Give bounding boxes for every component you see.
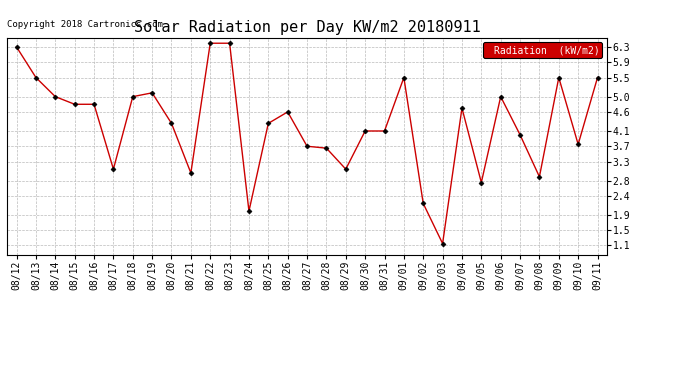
Title: Solar Radiation per Day KW/m2 20180911: Solar Radiation per Day KW/m2 20180911 (134, 20, 480, 35)
Text: Copyright 2018 Cartronics.com: Copyright 2018 Cartronics.com (7, 20, 163, 29)
Legend: Radiation  (kW/m2): Radiation (kW/m2) (483, 42, 602, 58)
